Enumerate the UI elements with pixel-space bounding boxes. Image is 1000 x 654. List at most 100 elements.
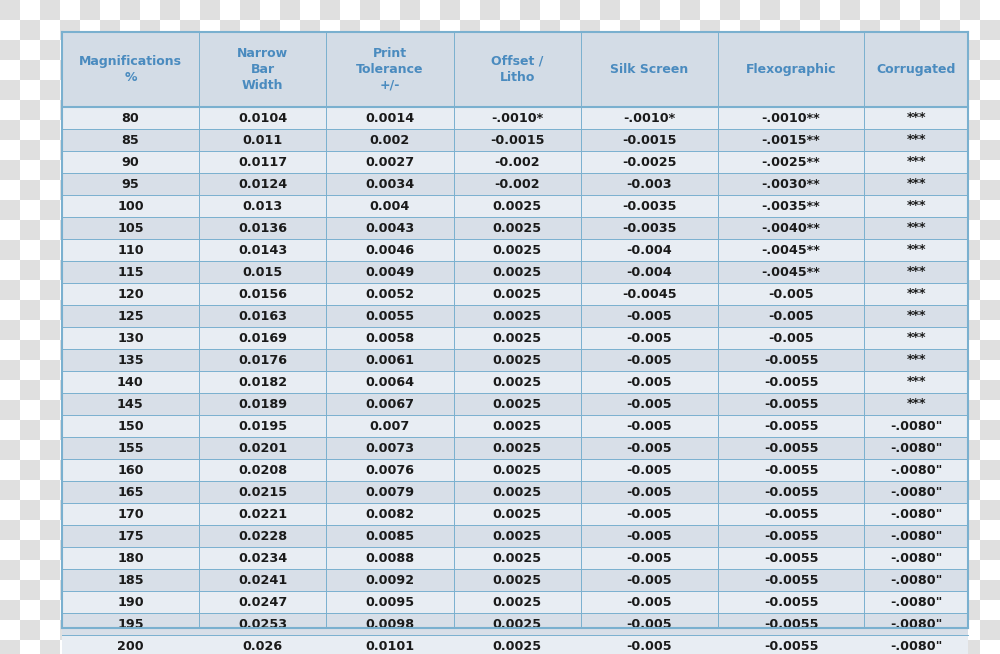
Bar xyxy=(480,500,500,520)
Bar xyxy=(760,160,780,180)
Bar xyxy=(740,420,760,440)
Bar xyxy=(400,560,420,580)
Bar xyxy=(380,0,400,20)
Bar xyxy=(520,120,540,140)
Bar xyxy=(360,440,380,460)
Bar xyxy=(140,560,160,580)
Bar xyxy=(900,240,920,260)
Bar xyxy=(240,40,260,60)
Text: 0.0189: 0.0189 xyxy=(238,398,287,411)
Bar xyxy=(320,200,340,220)
Bar xyxy=(400,40,420,60)
Bar xyxy=(120,260,140,280)
Bar xyxy=(180,20,200,40)
Bar xyxy=(180,520,200,540)
Bar xyxy=(100,620,120,640)
Bar xyxy=(680,260,700,280)
Text: 0.0247: 0.0247 xyxy=(238,596,287,608)
Bar xyxy=(220,640,240,654)
Bar xyxy=(360,380,380,400)
Bar xyxy=(800,180,820,200)
Text: -0.005: -0.005 xyxy=(627,419,672,432)
Bar xyxy=(420,520,440,540)
Bar xyxy=(900,400,920,420)
Bar xyxy=(100,40,120,60)
Bar xyxy=(440,320,460,340)
Bar xyxy=(100,440,120,460)
Bar xyxy=(280,300,300,320)
Bar xyxy=(300,240,320,260)
Bar xyxy=(620,280,640,300)
Bar xyxy=(420,360,440,380)
Bar xyxy=(460,280,480,300)
Bar xyxy=(80,420,100,440)
Bar xyxy=(700,460,720,480)
Bar xyxy=(740,80,760,100)
Bar xyxy=(60,0,80,20)
Bar xyxy=(260,380,280,400)
Bar xyxy=(760,40,780,60)
Bar xyxy=(980,0,1000,20)
Bar xyxy=(520,400,540,420)
Bar xyxy=(780,360,800,380)
Bar xyxy=(780,380,800,400)
Bar xyxy=(720,500,740,520)
Bar xyxy=(340,160,360,180)
Bar xyxy=(900,220,920,240)
Bar xyxy=(180,120,200,140)
Bar xyxy=(840,320,860,340)
Bar xyxy=(580,360,600,380)
Bar xyxy=(740,520,760,540)
Bar xyxy=(900,180,920,200)
Bar xyxy=(180,180,200,200)
Bar xyxy=(980,520,1000,540)
Bar xyxy=(820,400,840,420)
Bar xyxy=(400,380,420,400)
Bar xyxy=(660,320,680,340)
Bar xyxy=(62,437,968,459)
Bar xyxy=(300,640,320,654)
Bar xyxy=(120,40,140,60)
Text: 0.0215: 0.0215 xyxy=(238,485,287,498)
Bar xyxy=(120,200,140,220)
Bar xyxy=(360,360,380,380)
Bar xyxy=(680,200,700,220)
Bar xyxy=(620,480,640,500)
Bar xyxy=(160,640,180,654)
Bar xyxy=(120,360,140,380)
Bar xyxy=(800,280,820,300)
Bar xyxy=(540,80,560,100)
Bar xyxy=(700,220,720,240)
Text: 150: 150 xyxy=(117,419,144,432)
Bar xyxy=(280,340,300,360)
Bar xyxy=(580,500,600,520)
Bar xyxy=(880,120,900,140)
Bar xyxy=(820,80,840,100)
Bar xyxy=(320,480,340,500)
Bar xyxy=(860,160,880,180)
Bar xyxy=(80,400,100,420)
Bar xyxy=(440,500,460,520)
Bar xyxy=(480,360,500,380)
Bar xyxy=(580,220,600,240)
Bar xyxy=(260,360,280,380)
Bar xyxy=(420,140,440,160)
Bar xyxy=(580,100,600,120)
Bar xyxy=(740,20,760,40)
Text: 0.0163: 0.0163 xyxy=(238,309,287,322)
Bar xyxy=(560,340,580,360)
Bar xyxy=(240,140,260,160)
Bar xyxy=(340,20,360,40)
Bar xyxy=(660,460,680,480)
Bar xyxy=(660,100,680,120)
Bar xyxy=(420,460,440,480)
Bar xyxy=(820,220,840,240)
Bar xyxy=(340,400,360,420)
Bar xyxy=(800,500,820,520)
Text: 180: 180 xyxy=(117,551,144,564)
Bar xyxy=(920,180,940,200)
Bar xyxy=(380,340,400,360)
Bar xyxy=(680,140,700,160)
Bar xyxy=(200,200,220,220)
Bar xyxy=(640,320,660,340)
